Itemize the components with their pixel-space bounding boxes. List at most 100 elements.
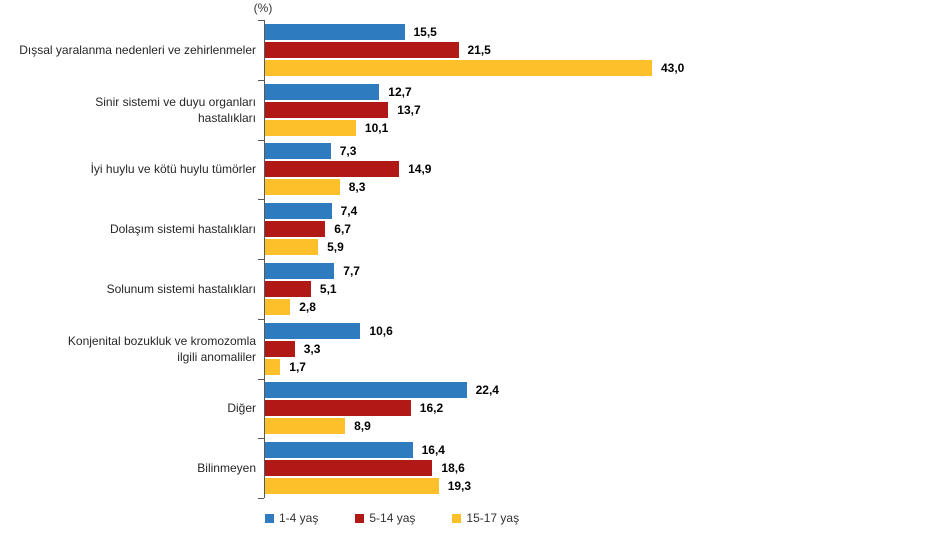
category-label: Dışsal yaralanma nedenleri ve zehirlenme…	[19, 42, 256, 57]
category-label: Konjenital bozukluk ve kromozomla ilgili…	[67, 333, 256, 364]
legend: 1-4 yaş 5-14 yaş 15-17 yaş	[265, 511, 519, 525]
bar-line: 21,5	[265, 41, 945, 58]
bar-line: 5,9	[265, 239, 945, 256]
value-label: 7,3	[339, 144, 357, 159]
bar-line: 16,2	[265, 400, 945, 417]
category-row: Dışsal yaralanma nedenleri ve zehirlenme…	[0, 20, 945, 80]
bar-line: 6,7	[265, 221, 945, 238]
value-label: 7,7	[343, 263, 360, 278]
bar-line: 8,3	[265, 179, 945, 196]
category-label: İyi huylu ve kötü huylu tümörler	[90, 162, 256, 177]
bar-line: 15,5	[265, 23, 945, 40]
bar-1-4-yaş	[265, 262, 335, 279]
legend-swatch-icon	[452, 513, 462, 523]
value-label: 12,7	[388, 84, 412, 99]
bar-line: 7,4	[265, 203, 945, 220]
bar-line: 3,3	[265, 340, 945, 357]
value-label: 8,3	[348, 180, 366, 195]
value-label: 19,3	[447, 479, 472, 494]
bar-line: 8,9	[265, 418, 945, 435]
value-label: 10,6	[369, 323, 393, 338]
axis-tick	[258, 139, 264, 141]
bar-line: 22,4	[265, 382, 945, 399]
bar-line: 12,7	[265, 83, 945, 100]
category-row: Sinir sistemi ve duyu organları hastalık…	[0, 80, 945, 140]
bar-group: 22,4 16,2 8,9	[264, 382, 945, 435]
bar-line: 10,1	[265, 119, 945, 136]
value-label: 16,2	[419, 401, 444, 416]
bar-15-17-yaş	[265, 418, 346, 435]
bar-line: 14,9	[265, 161, 945, 178]
value-label: 14,9	[408, 162, 432, 177]
legend-item-15-17-yaş: 15-17 yaş	[452, 511, 519, 525]
bar-line: 13,7	[265, 101, 945, 118]
value-label: 5,9	[327, 240, 344, 255]
bar-15-17-yaş	[265, 59, 652, 76]
bar-15-17-yaş	[265, 478, 439, 495]
value-label: 3,3	[303, 341, 321, 356]
bar-1-4-yaş	[265, 322, 361, 339]
bar-1-4-yaş	[265, 23, 405, 40]
bar-15-17-yaş	[265, 298, 291, 315]
value-label: 22,4	[475, 383, 499, 398]
category-label: Sinir sistemi ve duyu organları hastalık…	[95, 94, 256, 125]
value-label: 15,5	[413, 24, 437, 39]
category-row: Diğer 22,4 16,2 8,9	[0, 379, 945, 439]
bar-group: 7,4 6,7 5,9	[264, 203, 945, 256]
bar-line: 7,7	[265, 262, 945, 279]
bar-15-17-yaş	[265, 119, 356, 136]
category-label: Dolaşım sistemi hastalıkları	[109, 222, 256, 237]
value-label: 7,4	[340, 204, 358, 219]
axis-tick	[258, 438, 264, 440]
legend-item-1-4-yaş: 1-4 yaş	[265, 511, 318, 525]
bar-15-17-yaş	[265, 239, 319, 256]
bar-line: 18,6	[265, 460, 945, 477]
value-label: 5,1	[319, 281, 337, 296]
bar-1-4-yaş	[265, 382, 467, 399]
axis-tick	[258, 498, 264, 499]
axis-tick	[258, 259, 264, 260]
legend-label: 15-17 yaş	[466, 511, 520, 525]
bar-5-14-yaş	[265, 400, 411, 417]
value-label: 6,7	[334, 222, 351, 237]
bar-line: 16,4	[265, 442, 945, 459]
bar-5-14-yaş	[265, 460, 433, 477]
value-label: 18,6	[441, 461, 465, 476]
bar-line: 1,7	[265, 358, 945, 375]
bar-group: 10,6 3,3 1,7	[264, 322, 945, 375]
bar-line: 43,0	[265, 59, 945, 76]
category-label: Diğer	[227, 401, 256, 416]
bar-group: 16,4 18,6 19,3	[264, 442, 945, 495]
bar-line: 19,3	[265, 478, 945, 495]
bar-group: 7,3 14,9 8,3	[264, 143, 945, 196]
bar-15-17-yaş	[265, 358, 281, 375]
bar-5-14-yaş	[265, 161, 400, 178]
axis-tick	[258, 318, 264, 320]
bar-5-14-yaş	[265, 221, 326, 238]
value-label: 43,0	[661, 60, 685, 75]
bar-5-14-yaş	[265, 280, 311, 297]
bar-line: 10,6	[265, 322, 945, 339]
bar-group: 12,7 13,7 10,1	[264, 83, 945, 136]
value-label: 8,9	[354, 419, 371, 434]
axis-unit-label: (%)	[253, 1, 273, 15]
category-row: Konjenital bozukluk ve kromozomla ilgili…	[0, 319, 945, 379]
axis-tick	[258, 199, 264, 201]
bar-1-4-yaş	[265, 442, 413, 459]
legend-item-5-14-yaş: 5-14 yaş	[355, 511, 415, 525]
value-label: 16,4	[421, 443, 445, 458]
value-label: 1,7	[289, 359, 306, 374]
bar-5-14-yaş	[265, 101, 389, 118]
bar-1-4-yaş	[265, 143, 331, 160]
bar-line: 7,3	[265, 143, 945, 160]
value-label: 13,7	[397, 102, 421, 117]
bar-line: 5,1	[265, 280, 945, 297]
legend-swatch-icon	[265, 513, 274, 523]
category-row: İyi huylu ve kötü huylu tümörler 7,3 14,9 8…	[0, 140, 945, 200]
axis-tick	[258, 378, 264, 380]
legend-swatch-icon	[355, 513, 365, 523]
category-row: Dolaşım sistemi hastalıkları 7,4 6,7 5,9	[0, 199, 945, 259]
axis-tick	[258, 20, 264, 21]
bar-5-14-yaş	[265, 340, 295, 357]
